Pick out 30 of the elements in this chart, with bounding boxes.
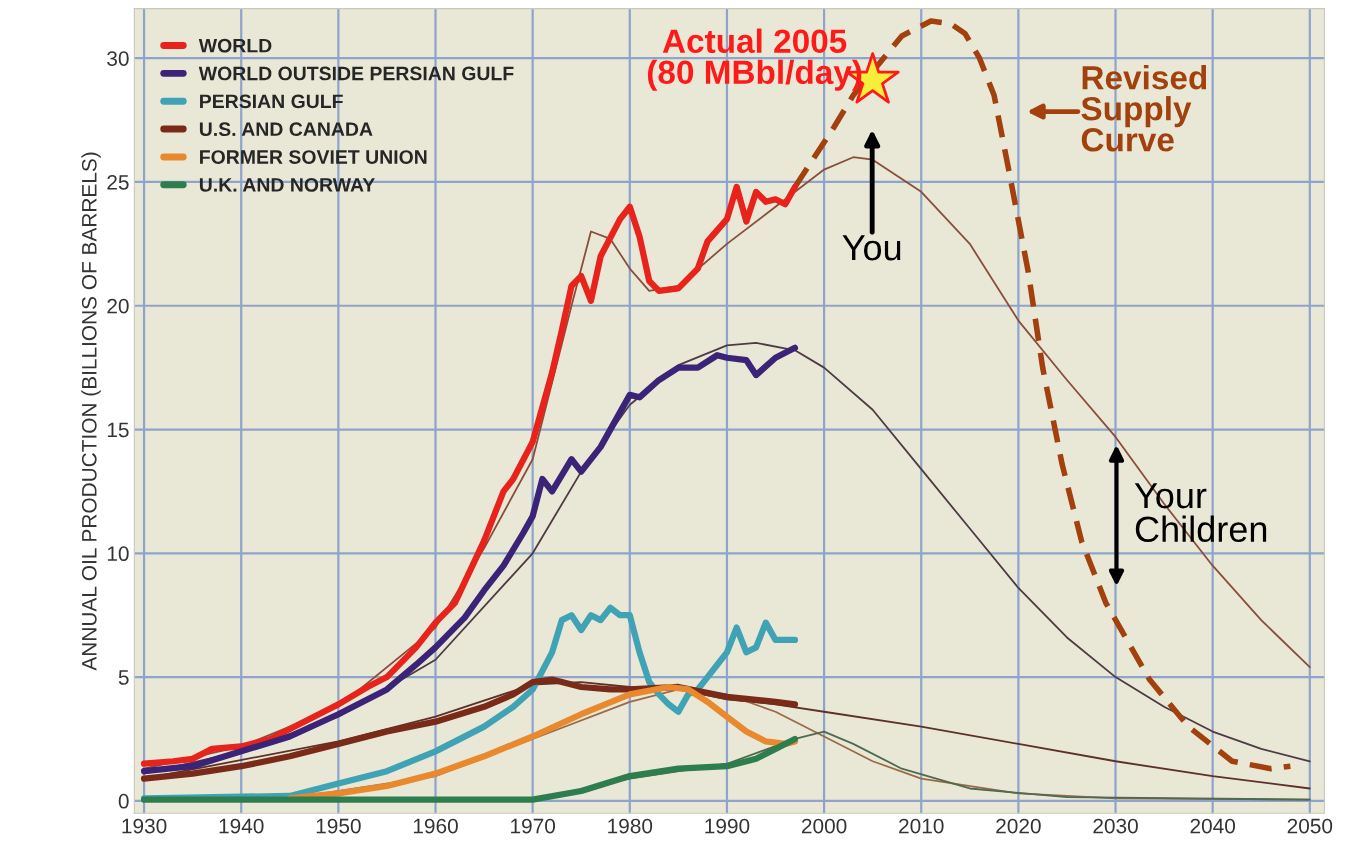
y-tick-label: 30 [107, 51, 129, 66]
y-tick-label: 10 [107, 546, 129, 562]
x-tick-label: 1990 [705, 818, 750, 834]
x-tick-label: 1980 [608, 818, 653, 834]
y-axis-title: ANNUAL OIL PRODUCTION (BILLIONS OF BARRELS) [81, 152, 101, 671]
annotation: You [842, 235, 901, 261]
legend-label: WORLD OUTSIDE PERSIAN GULF [198, 66, 514, 81]
legend-label: WORLD [198, 38, 272, 53]
y-tick-label: 25 [107, 174, 129, 190]
x-tick-label: 1950 [316, 818, 361, 834]
y-tick-label: 20 [107, 298, 129, 314]
x-tick-label: 2000 [801, 818, 847, 834]
annotation: Actual 2005 (80 MBbl/day) [647, 28, 862, 91]
y-tick-label: 15 [107, 422, 129, 438]
x-tick-label: 1960 [413, 818, 458, 834]
x-tick-label: 2050 [1287, 818, 1333, 834]
legend-label: U.K. AND NORWAY [199, 177, 375, 192]
y-tick-label: 5 [118, 670, 129, 685]
legend-label: U.S. AND CANADA [199, 122, 373, 137]
annotation: Revised Supply Curve [1081, 64, 1207, 152]
x-tick-label: 2010 [899, 818, 944, 834]
legend-label: PERSIAN GULF [200, 94, 343, 109]
x-tick-label: 1970 [511, 818, 556, 834]
x-tick-label: 1930 [122, 818, 167, 834]
x-tick-label: 2030 [1093, 818, 1138, 834]
x-tick-label: 1940 [219, 818, 264, 834]
x-tick-label: 2020 [996, 818, 1041, 834]
x-tick-label: 2040 [1190, 818, 1236, 834]
legend-label: FORMER SOVIET UNION [200, 150, 427, 164]
y-tick-label: 0 [118, 793, 129, 809]
